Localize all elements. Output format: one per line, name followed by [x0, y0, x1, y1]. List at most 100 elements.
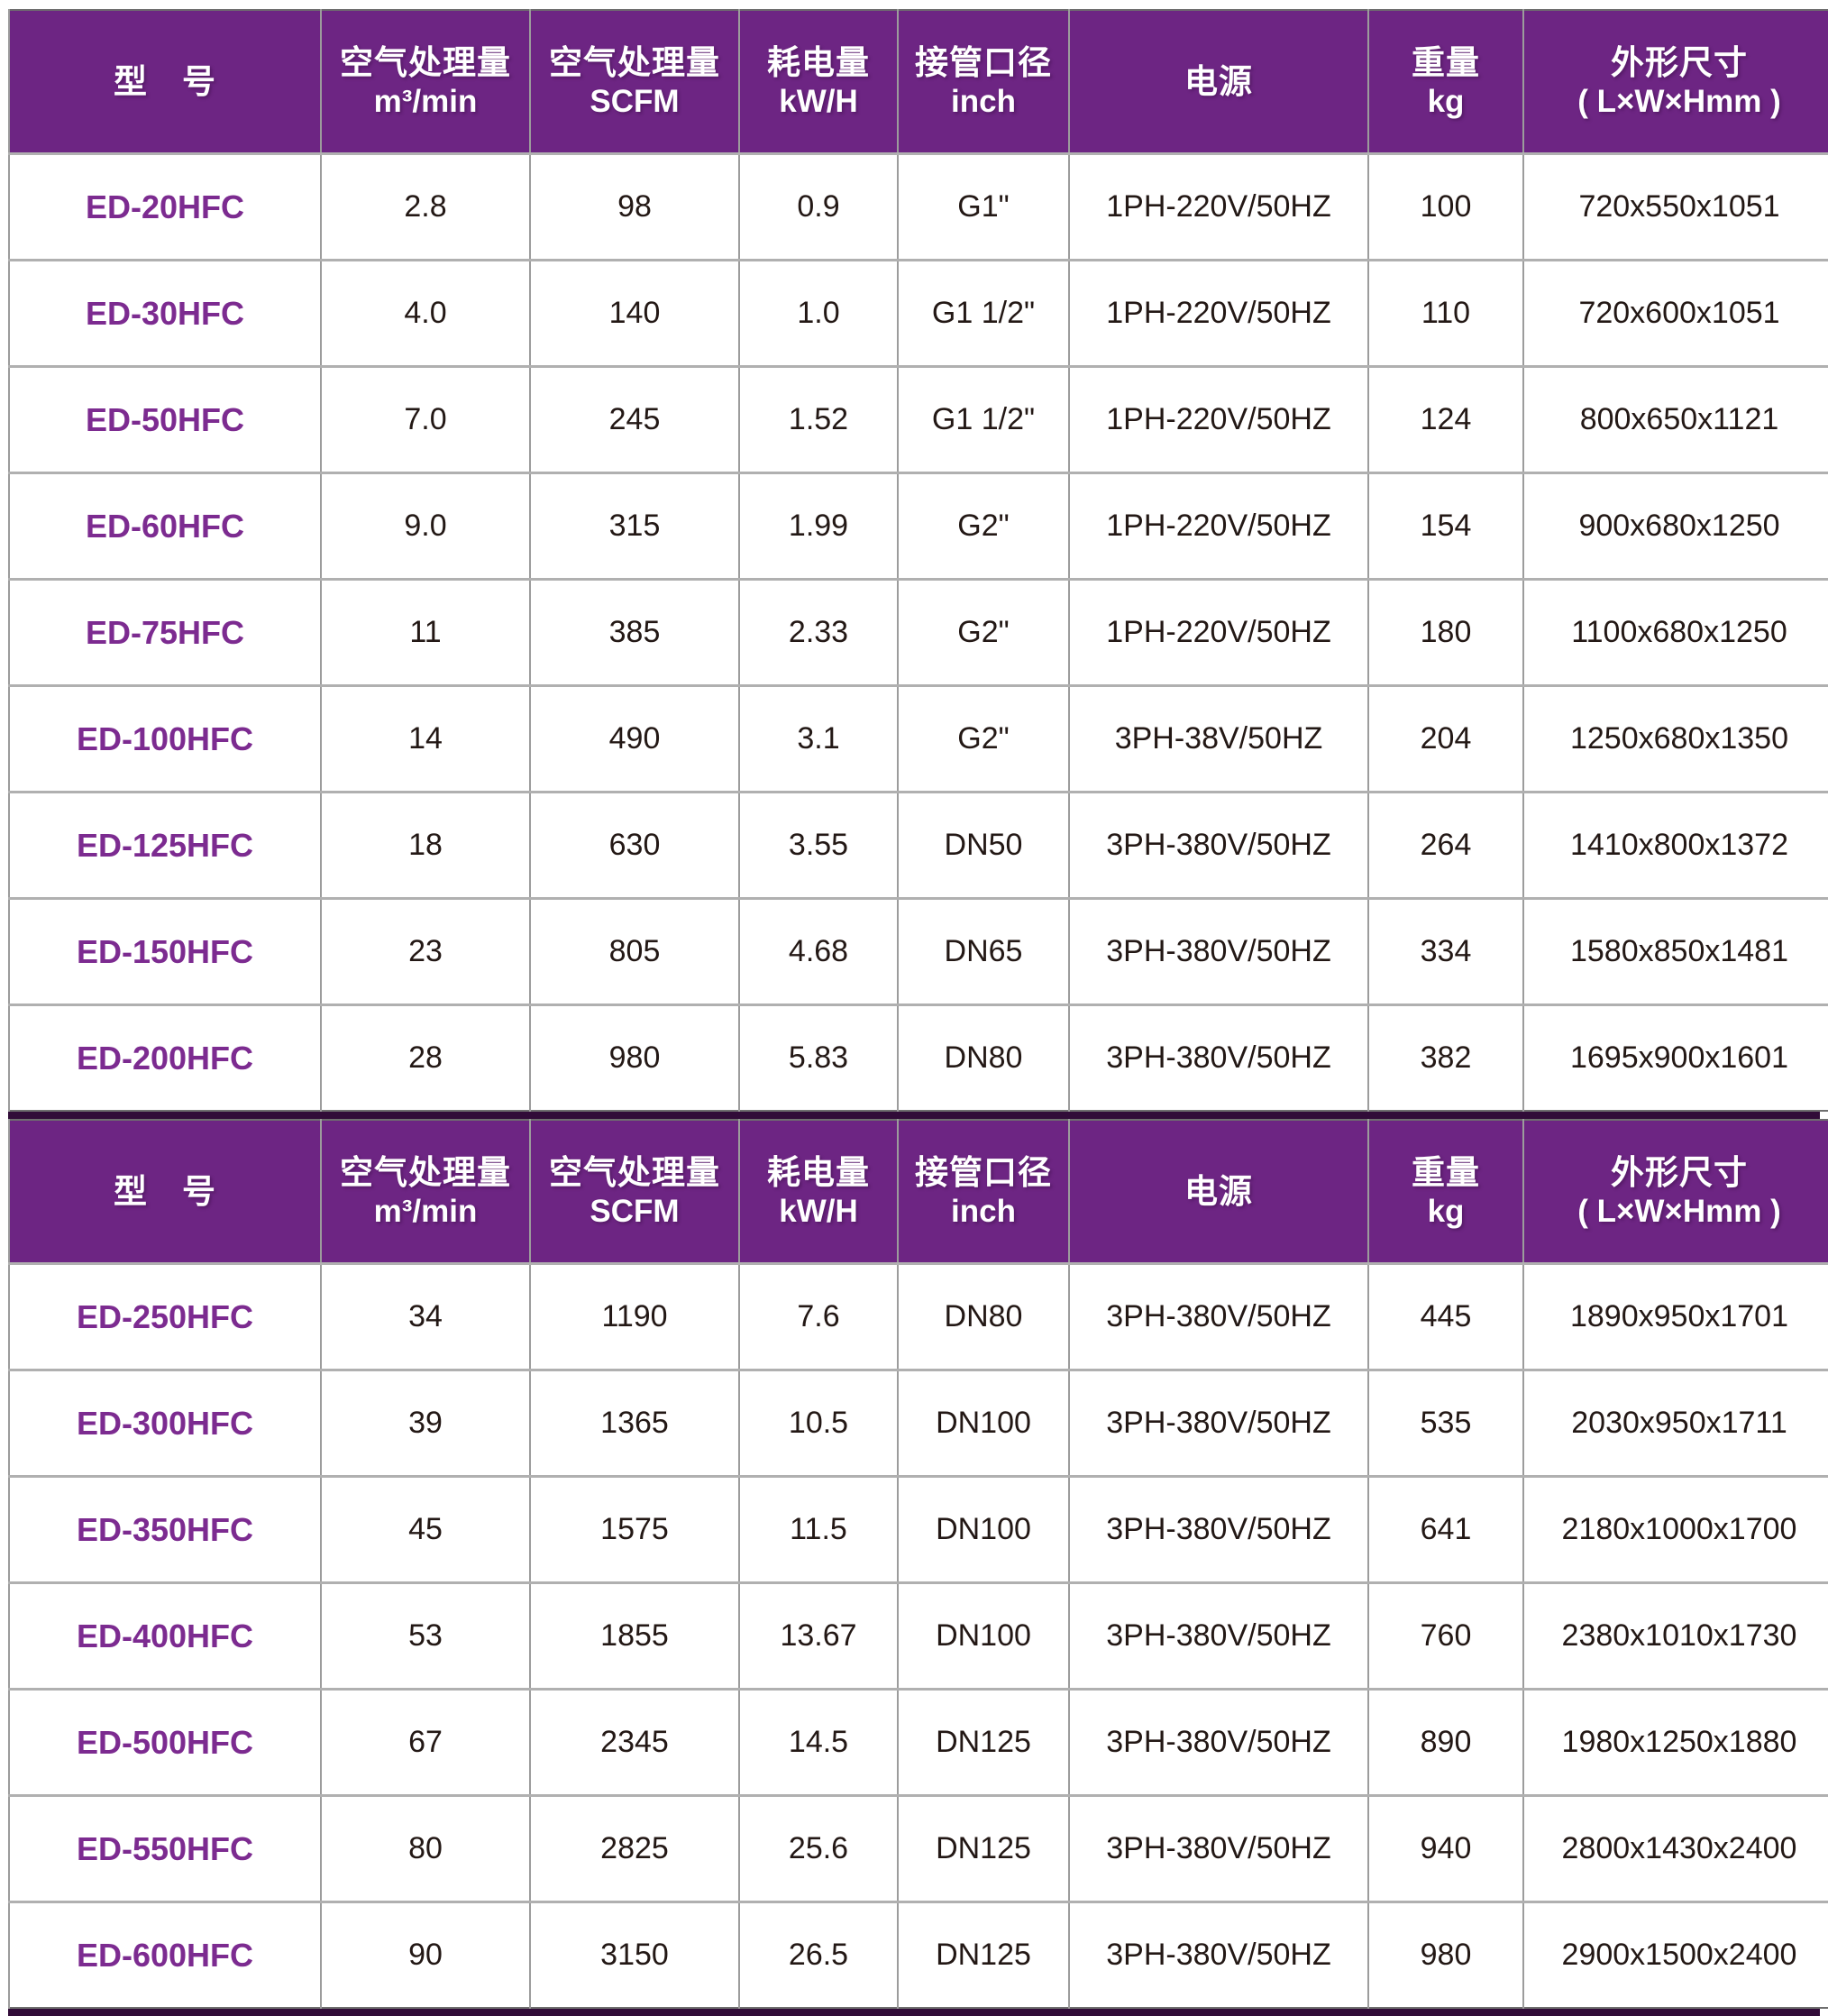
value-cell: 760 — [1367, 1581, 1523, 1690]
model-cell: ED-75HFC — [8, 578, 321, 686]
column-header-title: 空气处理量 — [549, 1153, 720, 1191]
value-cell: 2380x1010x1730 — [1522, 1581, 1828, 1690]
column-header-0: 型 号 — [8, 1120, 321, 1265]
column-header-2: 空气处理量 SCFM — [529, 10, 739, 155]
value-cell: G1" — [897, 152, 1069, 261]
value-cell: 23 — [320, 897, 530, 1005]
table-row: ED-550HFC 80 2825 25.6 DN125 3PH-380V/50HZ 940… — [8, 1794, 1828, 1902]
value-cell: 98 — [529, 152, 739, 261]
value-cell: DN100 — [897, 1369, 1069, 1477]
value-cell: 1695x900x1601 — [1522, 1003, 1828, 1111]
value-cell: DN125 — [897, 1688, 1069, 1796]
model-cell: ED-60HFC — [8, 472, 321, 580]
model-cell: ED-30HFC — [8, 259, 321, 367]
column-header-4: 接管口径 inch — [897, 1120, 1069, 1265]
column-header-unit: kg — [1427, 1193, 1465, 1229]
value-cell: 630 — [529, 791, 739, 899]
value-cell: 2800x1430x2400 — [1522, 1794, 1828, 1902]
spec-table-section-1: 型 号空气处理量 m³/min 空气处理量 SCFM 耗电量 kW/H 接管口径 inch 电源… — [8, 9, 1828, 1112]
model-cell: ED-300HFC — [8, 1369, 321, 1477]
model-cell: ED-125HFC — [8, 791, 321, 899]
value-cell: 315 — [529, 472, 739, 580]
value-cell: 980 — [529, 1003, 739, 1111]
value-cell: 1410x800x1372 — [1522, 791, 1828, 899]
value-cell: 264 — [1367, 791, 1523, 899]
table-row: ED-300HFC 39 1365 10.5 DN100 3PH-380V/50HZ 535… — [8, 1369, 1828, 1477]
value-cell: 2180x1000x1700 — [1522, 1475, 1828, 1583]
value-cell: 140 — [529, 259, 739, 367]
value-cell: 3PH-380V/50HZ — [1068, 1369, 1368, 1477]
model-cell: ED-150HFC — [8, 897, 321, 1005]
value-cell: 1PH-220V/50HZ — [1068, 472, 1368, 580]
table-row: ED-150HFC 23 805 4.68 DN65 3PH-380V/50HZ 334 15… — [8, 897, 1828, 1005]
model-cell: ED-100HFC — [8, 684, 321, 793]
value-cell: 940 — [1367, 1794, 1523, 1902]
value-cell: 39 — [320, 1369, 530, 1477]
value-cell: 1190 — [529, 1262, 739, 1370]
value-cell: 445 — [1367, 1262, 1523, 1370]
column-header-unit: inch — [951, 83, 1016, 119]
value-cell: 1PH-220V/50HZ — [1068, 259, 1368, 367]
value-cell: 3PH-380V/50HZ — [1068, 1475, 1368, 1583]
value-cell: 535 — [1367, 1369, 1523, 1477]
table-row: ED-20HFC 2.8 98 0.9 G1" 1PH-220V/50HZ 100 720x5… — [8, 152, 1828, 261]
value-cell: 1.99 — [738, 472, 898, 580]
model-cell: ED-20HFC — [8, 152, 321, 261]
column-header-4: 接管口径 inch — [897, 10, 1069, 155]
value-cell: 14.5 — [738, 1688, 898, 1796]
value-cell: 490 — [529, 684, 739, 793]
spec-sheet: 型 号空气处理量 m³/min 空气处理量 SCFM 耗电量 kW/H 接管口径 inch 电源… — [8, 9, 1828, 2016]
value-cell: 1PH-220V/50HZ — [1068, 365, 1368, 473]
column-header-3: 耗电量 kW/H — [738, 1120, 898, 1265]
value-cell: 14 — [320, 684, 530, 793]
column-header-unit: m³/min — [373, 83, 478, 119]
value-cell: 25.6 — [738, 1794, 898, 1902]
table-row: ED-125HFC 18 630 3.55 DN50 3PH-380V/50HZ 264 14… — [8, 791, 1828, 899]
column-header-3: 耗电量 kW/H — [738, 10, 898, 155]
table-row: ED-75HFC 11 385 2.33 G2" 1PH-220V/50HZ 180 1100… — [8, 578, 1828, 686]
value-cell: 3150 — [529, 1901, 739, 2008]
column-header-0: 型 号 — [8, 10, 321, 155]
column-header-title: 耗电量 — [767, 1153, 870, 1191]
column-header-title: 型 号 — [114, 62, 216, 100]
column-header-title: 型 号 — [114, 1172, 216, 1210]
column-header-title: 外形尺寸 — [1611, 1153, 1748, 1191]
value-cell: 45 — [320, 1475, 530, 1583]
value-cell: 100 — [1367, 152, 1523, 261]
value-cell: DN100 — [897, 1581, 1069, 1690]
value-cell: G1 1/2" — [897, 259, 1069, 367]
value-cell: 641 — [1367, 1475, 1523, 1583]
column-header-unit: SCFM — [590, 83, 680, 119]
value-cell: 28 — [320, 1003, 530, 1111]
value-cell: G2" — [897, 684, 1069, 793]
value-cell: 2.8 — [320, 152, 530, 261]
column-header-5: 电源 — [1068, 1120, 1368, 1265]
value-cell: 7.0 — [320, 365, 530, 473]
value-cell: 3.55 — [738, 791, 898, 899]
column-header-title: 重量 — [1412, 43, 1480, 81]
value-cell: DN125 — [897, 1794, 1069, 1902]
value-cell: 2345 — [529, 1688, 739, 1796]
spec-table-section-2: 型 号空气处理量 m³/min 空气处理量 SCFM 耗电量 kW/H 接管口径 inch 电源… — [8, 1119, 1828, 2009]
model-cell: ED-600HFC — [8, 1901, 321, 2008]
value-cell: DN50 — [897, 791, 1069, 899]
value-cell: G2" — [897, 578, 1069, 686]
value-cell: 3PH-380V/50HZ — [1068, 1794, 1368, 1902]
value-cell: 1PH-220V/50HZ — [1068, 578, 1368, 686]
column-header-unit: SCFM — [590, 1193, 680, 1229]
value-cell: 1365 — [529, 1369, 739, 1477]
table-row: ED-350HFC 45 1575 11.5 DN100 3PH-380V/50HZ 641… — [8, 1475, 1828, 1583]
value-cell: G2" — [897, 472, 1069, 580]
value-cell: 2.33 — [738, 578, 898, 686]
column-header-5: 电源 — [1068, 10, 1368, 155]
value-cell: 204 — [1367, 684, 1523, 793]
column-header-2: 空气处理量 SCFM — [529, 1120, 739, 1265]
value-cell: 5.83 — [738, 1003, 898, 1111]
value-cell: 4.68 — [738, 897, 898, 1005]
table-row: ED-200HFC 28 980 5.83 DN80 3PH-380V/50HZ 382 16… — [8, 1003, 1828, 1111]
value-cell: DN100 — [897, 1475, 1069, 1583]
header-row: 型 号空气处理量 m³/min 空气处理量 SCFM 耗电量 kW/H 接管口径 inch 电源… — [8, 10, 1828, 155]
value-cell: 890 — [1367, 1688, 1523, 1796]
column-header-unit: inch — [951, 1193, 1016, 1229]
value-cell: 90 — [320, 1901, 530, 2008]
